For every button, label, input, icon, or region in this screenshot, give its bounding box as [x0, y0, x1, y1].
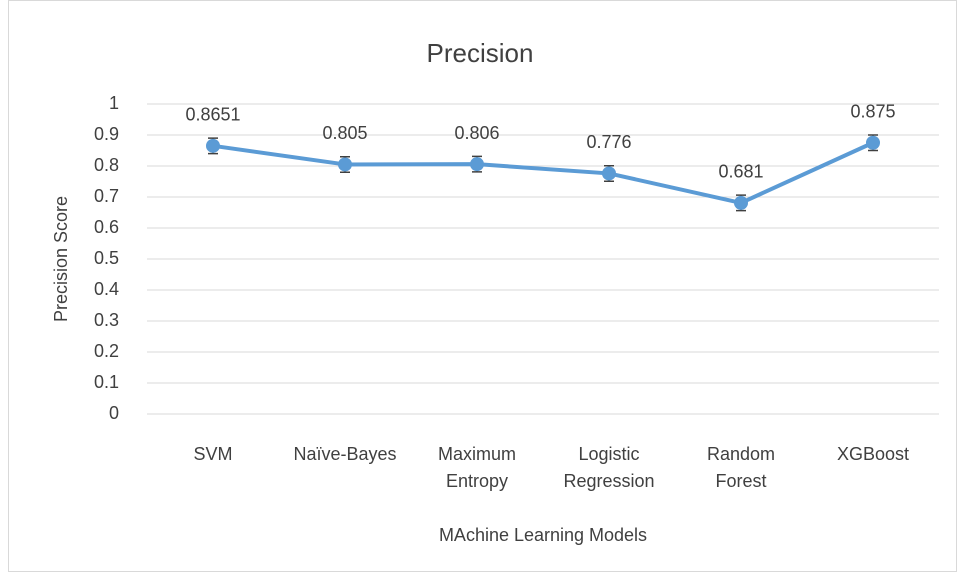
y-tick-label: 0.1 [94, 372, 119, 392]
y-tick-label: 0.3 [94, 310, 119, 330]
y-tick-label: 0.5 [94, 248, 119, 268]
y-tick-label: 1 [109, 93, 119, 113]
x-tick-label: Logistic Regression [563, 444, 654, 491]
chart-title: Precision [427, 38, 534, 68]
x-tick-label: Maximum Entropy [438, 444, 516, 491]
x-tick-label: Random Forest [707, 444, 775, 491]
x-tick-label: SVM [193, 444, 232, 464]
y-tick-label: 0.9 [94, 124, 119, 144]
data-point [734, 195, 748, 210]
y-tick-label: 0.8 [94, 155, 119, 175]
data-point [206, 138, 220, 153]
y-tick-label: 0.2 [94, 341, 119, 361]
data-label: 0.805 [322, 123, 367, 143]
data-label: 0.8651 [185, 105, 240, 125]
y-tick-label: 0.4 [94, 279, 119, 299]
y-axis-label: Precision Score [51, 196, 71, 322]
x-tick-label: XGBoost [837, 444, 909, 464]
data-label: 0.776 [586, 132, 631, 152]
data-label: 0.875 [850, 102, 895, 122]
data-point [470, 157, 484, 172]
data-label: 0.806 [454, 123, 499, 143]
series-line [212, 140, 874, 205]
data-label: 0.681 [718, 162, 763, 182]
x-axis-label: MAchine Learning Models [439, 525, 647, 545]
data-point [866, 135, 880, 150]
chart-border [8, 0, 957, 572]
x-tick-label: Naïve-Bayes [293, 444, 396, 464]
y-tick-label: 0.7 [94, 186, 119, 206]
data-point [602, 166, 616, 181]
data-point [338, 157, 352, 172]
y-tick-label: 0.6 [94, 217, 119, 237]
y-tick-label: 0 [109, 403, 119, 423]
